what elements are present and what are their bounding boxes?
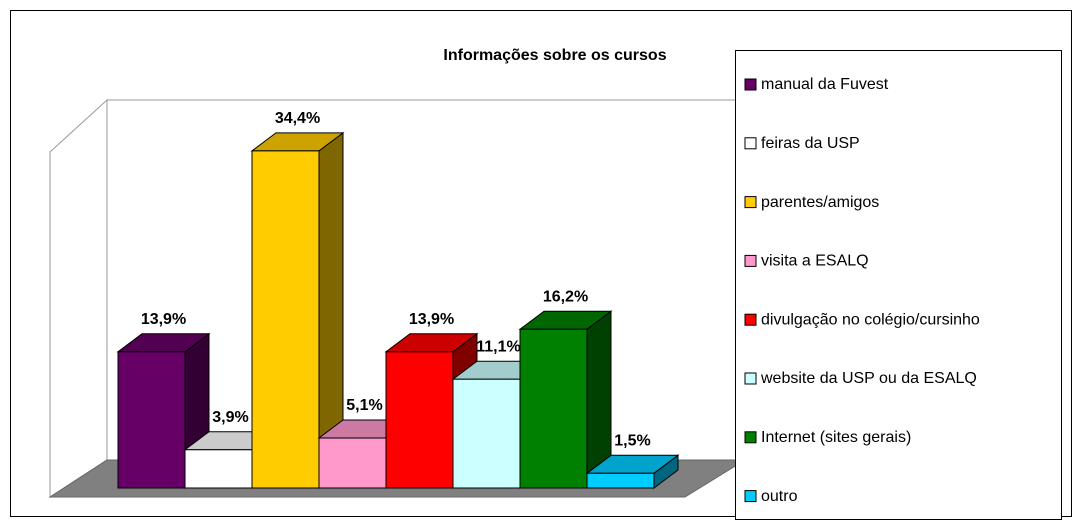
side-wall — [49, 98, 108, 498]
legend-swatch — [744, 137, 757, 150]
value-label: 13,9% — [141, 311, 186, 328]
bar — [519, 328, 588, 489]
value-label: 11,1% — [476, 338, 520, 355]
legend-swatch — [744, 78, 757, 91]
legend-label: website da USP ou da ESALQ — [760, 370, 977, 387]
legend-swatch — [744, 372, 757, 385]
legend-label: manual da Fuvest — [761, 76, 889, 93]
legend-swatch — [744, 313, 757, 326]
legend-swatch — [744, 431, 757, 444]
value-label: 3,9% — [212, 409, 248, 426]
value-label: 34,4% — [275, 110, 320, 127]
bar — [117, 351, 186, 489]
value-label: 1,5% — [614, 433, 650, 450]
chart-title: Informações sobre os cursos — [443, 47, 666, 64]
value-label: 5,1% — [346, 397, 382, 414]
legend-label: Internet (sites gerais) — [761, 429, 911, 446]
legend-swatch — [744, 196, 757, 209]
bar — [184, 449, 253, 489]
legend-label: divulgação no colégio/cursinho — [761, 311, 980, 328]
bar — [385, 351, 454, 489]
legend-label: visita a ESALQ — [761, 253, 869, 270]
value-label: 16,2% — [543, 288, 588, 305]
legend-swatch — [744, 254, 757, 267]
legend-label: parentes/amigos — [761, 194, 879, 211]
bar — [586, 472, 655, 489]
bar — [318, 437, 387, 489]
legend-label: outro — [761, 488, 798, 505]
legend-box — [735, 50, 1062, 520]
legend-swatch — [744, 490, 757, 503]
bar — [251, 150, 320, 489]
value-label: 13,9% — [409, 311, 454, 328]
bar — [452, 378, 521, 489]
bars — [116, 131, 680, 489]
legend-label: feiras da USP — [761, 135, 860, 152]
